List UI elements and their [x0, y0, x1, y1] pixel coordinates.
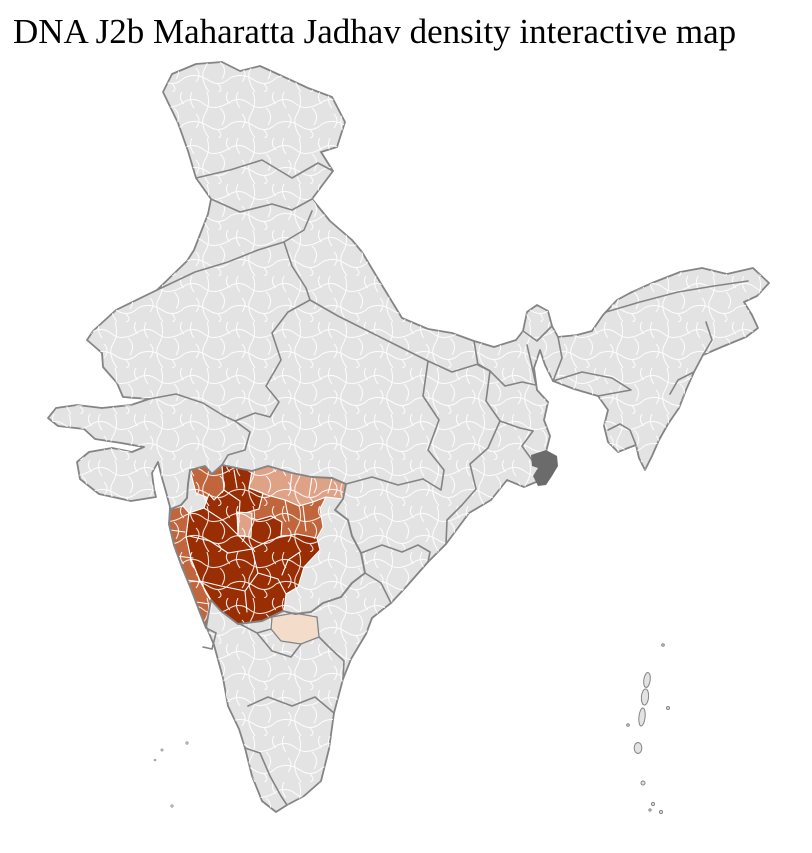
india-landmass[interactable]	[47, 61, 770, 813]
lakshadweep-islands	[153, 741, 189, 808]
highlighted-state-outline	[168, 464, 366, 629]
state-borders	[148, 159, 749, 806]
delta-shading	[531, 450, 558, 486]
andaman-nicobar-islands	[626, 643, 670, 815]
page-title: DNA J2b Maharatta Jadhav density interac…	[13, 12, 737, 51]
